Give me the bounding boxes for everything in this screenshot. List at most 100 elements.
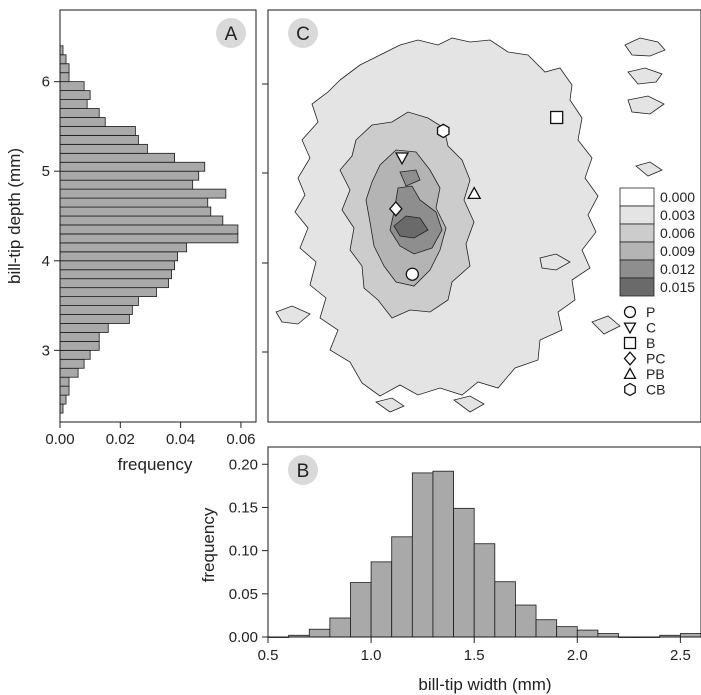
contour-island: [627, 67, 663, 85]
panel-b-y-axis-label: frequency: [199, 507, 218, 582]
panel-c-label: C: [296, 24, 310, 45]
panel-a-bar: [59, 323, 109, 333]
panel-b-bar: [576, 629, 599, 638]
panel-a-bar: [59, 117, 106, 127]
panel-a-y-axis-label: bill-tip depth (mm): [5, 148, 24, 284]
panel-b-x-axis-label: bill-tip width (mm): [418, 675, 551, 694]
panel-a-bar: [59, 349, 91, 360]
panel-b-bar: [391, 536, 413, 638]
legend-marker-c: [623, 322, 637, 335]
panel-c-marker-b: [550, 110, 564, 125]
panel-b-bar: [515, 604, 537, 638]
panel-b-bars: [267, 470, 701, 638]
panel-a-bar: [59, 260, 175, 271]
contour-island: [275, 305, 311, 325]
panel-b-bar: [453, 507, 475, 638]
legend-marker-label: PB: [646, 366, 665, 382]
contour-island: [375, 397, 405, 413]
legend-swatch: [619, 259, 655, 279]
legend-marker-p: [623, 305, 637, 319]
legend-marker-label: PC: [646, 351, 665, 367]
legend-marker-cb: [624, 382, 636, 397]
panel-c-markers: [388, 110, 564, 281]
panel-b-bar: [597, 633, 619, 638]
panel-a-y-tick-label: 3: [42, 342, 50, 359]
panel-b-histogram: 0.5 1.0 1.5 2.0 2.5 0.00 0.05 0.10 0.15 0.20 freq…: [199, 446, 701, 694]
panel-b-y-tick-label: 0.20: [229, 456, 258, 473]
panel-b-bar: [308, 628, 331, 638]
panel-a-bar: [59, 367, 79, 378]
panel-a-label: A: [225, 24, 238, 45]
panel-b-frame: [267, 446, 701, 638]
legend-marker-b: [623, 336, 637, 350]
panel-a-bar: [59, 99, 88, 109]
panel-a-bar: [59, 340, 100, 351]
panel-c-contour: 0.0000.0030.0060.0090.0120.015PCBPCPBCB …: [262, 9, 701, 423]
panel-a-x-tick-label: 0.04: [166, 431, 195, 448]
legend-level-label: 0.012: [660, 261, 695, 277]
panel-a-bar: [59, 224, 239, 235]
panel-a-bar: [59, 81, 85, 92]
panel-a-bar: [59, 269, 172, 280]
panel-a-bar: [59, 287, 157, 298]
panel-a-bar: [59, 179, 194, 190]
contour-island: [453, 395, 485, 413]
panel-b-bar: [473, 543, 496, 638]
legend-swatch: [619, 205, 655, 225]
panel-b-y-tick-label: 0.00: [229, 629, 258, 646]
panel-b-x-tick-label: 1.0: [361, 647, 382, 664]
contour-island: [635, 161, 663, 177]
panel-b-x-tick-label: 2.0: [567, 647, 588, 664]
contour-level-0015: [393, 215, 429, 239]
panel-a-frame: [59, 9, 257, 423]
legend-marker-label: P: [646, 304, 655, 320]
panel-a-x-axis-label: frequency: [118, 455, 193, 474]
legend-marker-pb: [623, 367, 637, 380]
legend-level-label: 0.006: [660, 225, 695, 241]
panel-c-marker-pc: [388, 200, 403, 217]
panel-c-frame: [267, 9, 701, 423]
panel-c-marker-cb: [436, 123, 450, 139]
panel-a-bar: [59, 296, 139, 306]
contour-island: [627, 95, 665, 115]
panel-a-bar: [59, 314, 130, 324]
panel-b-x-tick-label: 2.5: [670, 647, 691, 664]
panel-b-bar: [329, 617, 351, 638]
panel-a-bar: [59, 233, 239, 244]
panel-a-bar: [59, 134, 139, 145]
panel-b-bar: [432, 470, 454, 638]
panel-a-bar: [59, 385, 70, 396]
panel-a-bar: [59, 251, 178, 262]
panel-a-bar: [59, 305, 133, 315]
panel-a-bar: [59, 72, 70, 83]
panel-c-marker-c: [394, 152, 410, 166]
panel-c-marker-p: [405, 267, 419, 281]
panel-a-x-tick-label: 0.00: [45, 431, 74, 448]
panel-a-bar: [59, 242, 188, 253]
legend-swatch: [619, 277, 655, 297]
legend-swatch: [619, 223, 655, 243]
panel-a-x-tick-label: 0.02: [106, 431, 135, 448]
panel-b-y-tick-label: 0.10: [229, 543, 258, 560]
panel-a-bar: [59, 394, 67, 405]
panel-a-bar: [59, 161, 206, 172]
panel-b-x-tick-label: 1.5: [464, 647, 485, 664]
contour-level-0012: [399, 169, 421, 187]
panel-a-bar: [59, 63, 70, 74]
panel-c-marker-pb: [467, 186, 482, 200]
panel-a-y-tick-label: 6: [42, 74, 50, 91]
legend-level-label: 0.003: [660, 207, 695, 223]
legend-swatch: [619, 241, 655, 261]
legend-swatch: [619, 187, 655, 207]
panel-a-x-tick-label: 0.06: [226, 431, 255, 448]
panel-b-bar: [411, 472, 434, 638]
panel-a-bar: [59, 358, 85, 369]
panel-b-bar: [370, 561, 393, 638]
panel-a-label-badge: [216, 18, 246, 48]
legend-marker-label: C: [646, 320, 656, 336]
panel-b-label-badge: [288, 455, 318, 485]
panel-b-y-tick-label: 0.05: [229, 586, 258, 603]
panel-a-bars: [59, 45, 239, 414]
